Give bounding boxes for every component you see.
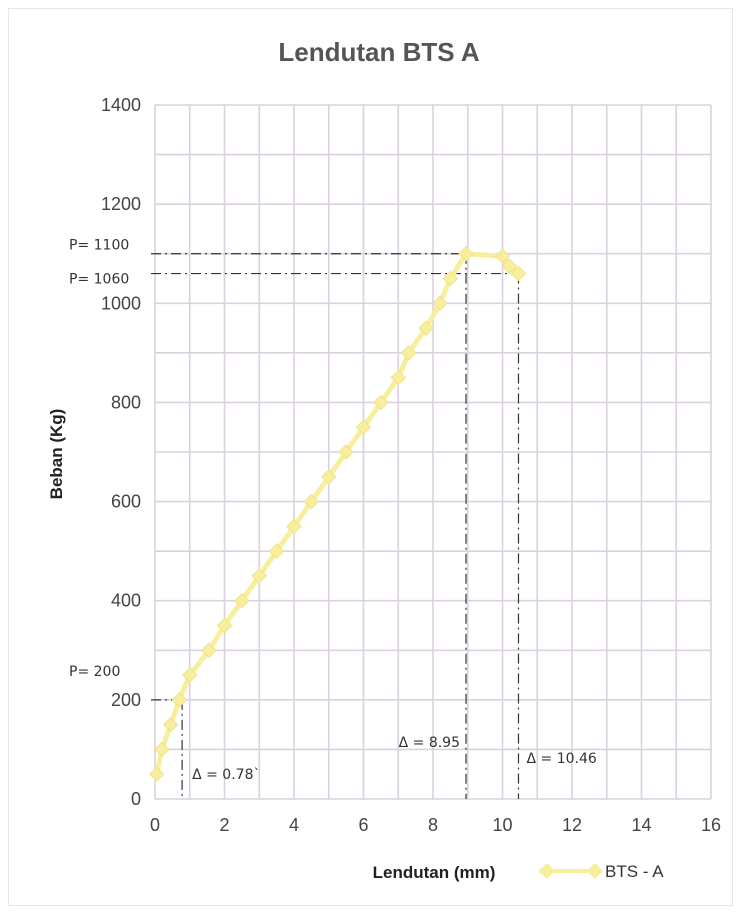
data-point-marker: [494, 248, 511, 264]
legend: BTS - A: [539, 862, 664, 881]
y-axis-label: Beban (Kg): [47, 409, 66, 500]
data-point-marker: [182, 667, 198, 683]
x-tick-label: 12: [562, 815, 582, 835]
x-tick-label: 14: [631, 815, 651, 835]
chart-svg: Lendutan BTS A 0200400600800100012001400…: [47, 37, 721, 882]
data-point-marker: [286, 518, 302, 535]
chart-frame: Lendutan BTS A 0 200 400 600 800 1000 1200 1400…: [8, 8, 733, 906]
reference-deflection-label: Δ = 0.78`: [192, 767, 260, 783]
data-point-marker: [355, 419, 372, 435]
x-tick-label: 6: [358, 815, 368, 835]
x-tick-label: 8: [428, 815, 438, 835]
x-tick-label: 16: [701, 815, 721, 835]
data-point-marker: [171, 692, 188, 708]
x-tick-label: 4: [289, 815, 299, 835]
data-point-marker: [510, 265, 527, 282]
data-point-marker: [154, 741, 170, 758]
legend-marker-right: [587, 863, 603, 879]
data-point-marker: [458, 246, 474, 262]
y-tick-label: 1400: [101, 95, 141, 115]
y-tick-label: 0: [131, 789, 141, 809]
data-point-marker: [162, 716, 179, 733]
x-tick-label: 2: [219, 815, 229, 835]
data-point-marker: [373, 394, 389, 411]
x-tick-labels: 0 2 4 6 8 10 12 14 16: [150, 815, 721, 835]
legend-marker-left: [539, 863, 555, 879]
y-tick-labels: 0 200 400 600 800 1000 1200 1400: [101, 95, 141, 809]
data-point-marker: [432, 295, 448, 311]
data-point-marker: [442, 270, 459, 287]
x-tick-label: 10: [492, 815, 512, 835]
reference-deflection-label: Δ = 10.46: [526, 751, 596, 767]
grid-layer: [154, 104, 712, 800]
series-layer: [149, 246, 527, 782]
data-point-marker: [216, 617, 233, 634]
series-line: [154, 251, 521, 775]
x-axis-label: Lendutan (mm): [373, 863, 496, 882]
y-tick-label: 200: [111, 690, 141, 710]
data-point-marker: [390, 369, 406, 386]
data-point-marker: [303, 493, 320, 510]
y-tick-label: 1000: [101, 293, 141, 313]
reference-load-label: P= 1060: [69, 272, 129, 288]
reference-deflection-label: Δ = 8.95: [399, 735, 460, 751]
data-point-marker: [251, 568, 267, 584]
y-tick-label: 600: [111, 492, 141, 512]
reference-lines: [151, 253, 520, 799]
data-point-marker: [149, 766, 165, 782]
data-point-marker: [338, 444, 354, 460]
data-point-marker: [201, 642, 217, 658]
data-point-marker: [501, 258, 518, 274]
reference-load-label: P= 200: [69, 664, 120, 680]
chart-title: Lendutan BTS A: [278, 37, 479, 67]
reference-load-label: P= 1100: [69, 238, 129, 254]
y-tick-label: 400: [111, 591, 141, 611]
data-point-marker: [418, 320, 434, 336]
legend-label: BTS - A: [605, 862, 664, 881]
data-point-marker: [268, 543, 285, 559]
y-tick-label: 1200: [101, 194, 141, 214]
data-point-marker: [400, 345, 417, 361]
data-point-marker: [321, 469, 337, 485]
x-tick-label: 0: [150, 815, 160, 835]
data-point-marker: [234, 593, 250, 609]
annotation-layer: P= 1100 Δ = 8.95 P= 1060 Δ = 10.46 P= 200 Δ =…: [69, 238, 597, 783]
y-tick-label: 800: [111, 392, 141, 412]
